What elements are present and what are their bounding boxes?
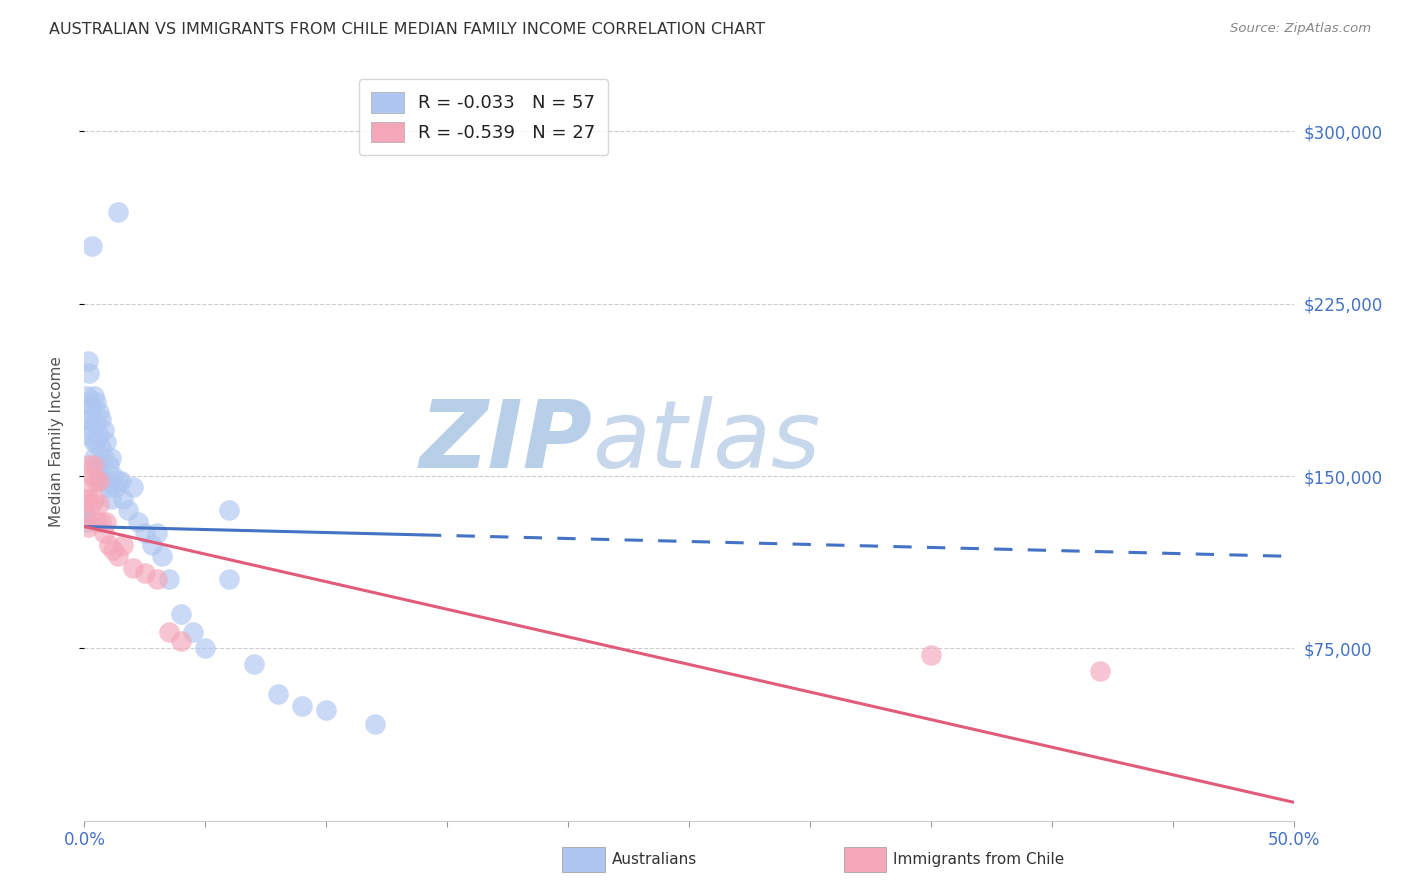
Point — [146, 526, 169, 541]
Point — [86, 395, 108, 409]
Point — [77, 395, 100, 409]
Point — [76, 388, 98, 402]
Point — [76, 491, 98, 506]
Point — [76, 411, 98, 425]
Point — [291, 698, 314, 713]
Point — [86, 474, 108, 488]
Y-axis label: Median Family Income: Median Family Income — [49, 356, 63, 527]
Text: AUSTRALIAN VS IMMIGRANTS FROM CHILE MEDIAN FAMILY INCOME CORRELATION CHART: AUSTRALIAN VS IMMIGRANTS FROM CHILE MEDI… — [49, 22, 765, 37]
Text: Immigrants from Chile: Immigrants from Chile — [893, 853, 1064, 867]
Point — [80, 400, 103, 414]
Point — [87, 497, 110, 511]
Point — [90, 474, 112, 488]
Point — [218, 573, 240, 587]
Legend: R = -0.033   N = 57, R = -0.539   N = 27: R = -0.033 N = 57, R = -0.539 N = 27 — [359, 79, 609, 155]
Point — [87, 474, 110, 488]
Point — [107, 549, 129, 564]
Point — [117, 503, 139, 517]
Point — [315, 703, 337, 717]
Point — [90, 515, 112, 529]
Point — [90, 411, 112, 425]
Point — [94, 474, 117, 488]
Point — [93, 423, 115, 437]
Point — [93, 526, 115, 541]
Point — [77, 458, 100, 472]
Point — [83, 450, 105, 465]
Point — [104, 481, 127, 495]
Point — [86, 434, 108, 449]
Point — [97, 458, 120, 472]
Point — [157, 625, 180, 640]
Point — [75, 510, 97, 524]
Point — [83, 388, 105, 402]
Point — [100, 491, 122, 506]
Point — [87, 458, 110, 472]
Point — [94, 434, 117, 449]
Point — [267, 687, 290, 701]
Point — [86, 416, 108, 430]
Point — [134, 566, 156, 580]
Point — [87, 405, 110, 419]
Point — [77, 519, 100, 533]
Point — [103, 469, 125, 483]
Text: Source: ZipAtlas.com: Source: ZipAtlas.com — [1230, 22, 1371, 36]
Text: ZIP: ZIP — [419, 395, 592, 488]
Point — [83, 491, 105, 506]
Point — [80, 239, 103, 253]
Point — [83, 434, 105, 449]
Point — [170, 634, 193, 648]
Point — [77, 411, 100, 425]
Point — [100, 450, 122, 465]
Point — [218, 503, 240, 517]
Point — [94, 515, 117, 529]
Point — [97, 481, 120, 495]
Point — [112, 538, 135, 552]
Point — [157, 573, 180, 587]
Point — [97, 538, 120, 552]
Point — [112, 491, 135, 506]
Point — [146, 573, 169, 587]
Point — [80, 497, 103, 511]
Point — [77, 481, 100, 495]
Point — [141, 538, 163, 552]
Point — [121, 561, 143, 575]
Point — [87, 427, 110, 442]
Point — [75, 515, 97, 529]
Point — [110, 474, 132, 488]
Point — [103, 542, 125, 557]
Point — [363, 717, 385, 731]
Point — [93, 450, 115, 465]
Point — [920, 648, 942, 663]
Point — [242, 657, 264, 672]
Point — [76, 427, 98, 442]
Point — [86, 515, 108, 529]
Point — [77, 366, 100, 380]
Text: atlas: atlas — [592, 396, 821, 487]
Point — [127, 515, 149, 529]
Point — [150, 549, 173, 564]
Point — [107, 474, 129, 488]
Point — [107, 204, 129, 219]
Point — [80, 469, 103, 483]
Text: Australians: Australians — [612, 853, 697, 867]
Point — [170, 607, 193, 621]
Point — [181, 625, 204, 640]
Point — [83, 458, 105, 472]
Point — [77, 354, 100, 368]
Point — [121, 481, 143, 495]
Point — [75, 510, 97, 524]
Point — [80, 423, 103, 437]
Point — [90, 442, 112, 456]
Point — [1088, 665, 1111, 679]
Point — [194, 641, 217, 656]
Point — [86, 458, 108, 472]
Point — [134, 526, 156, 541]
